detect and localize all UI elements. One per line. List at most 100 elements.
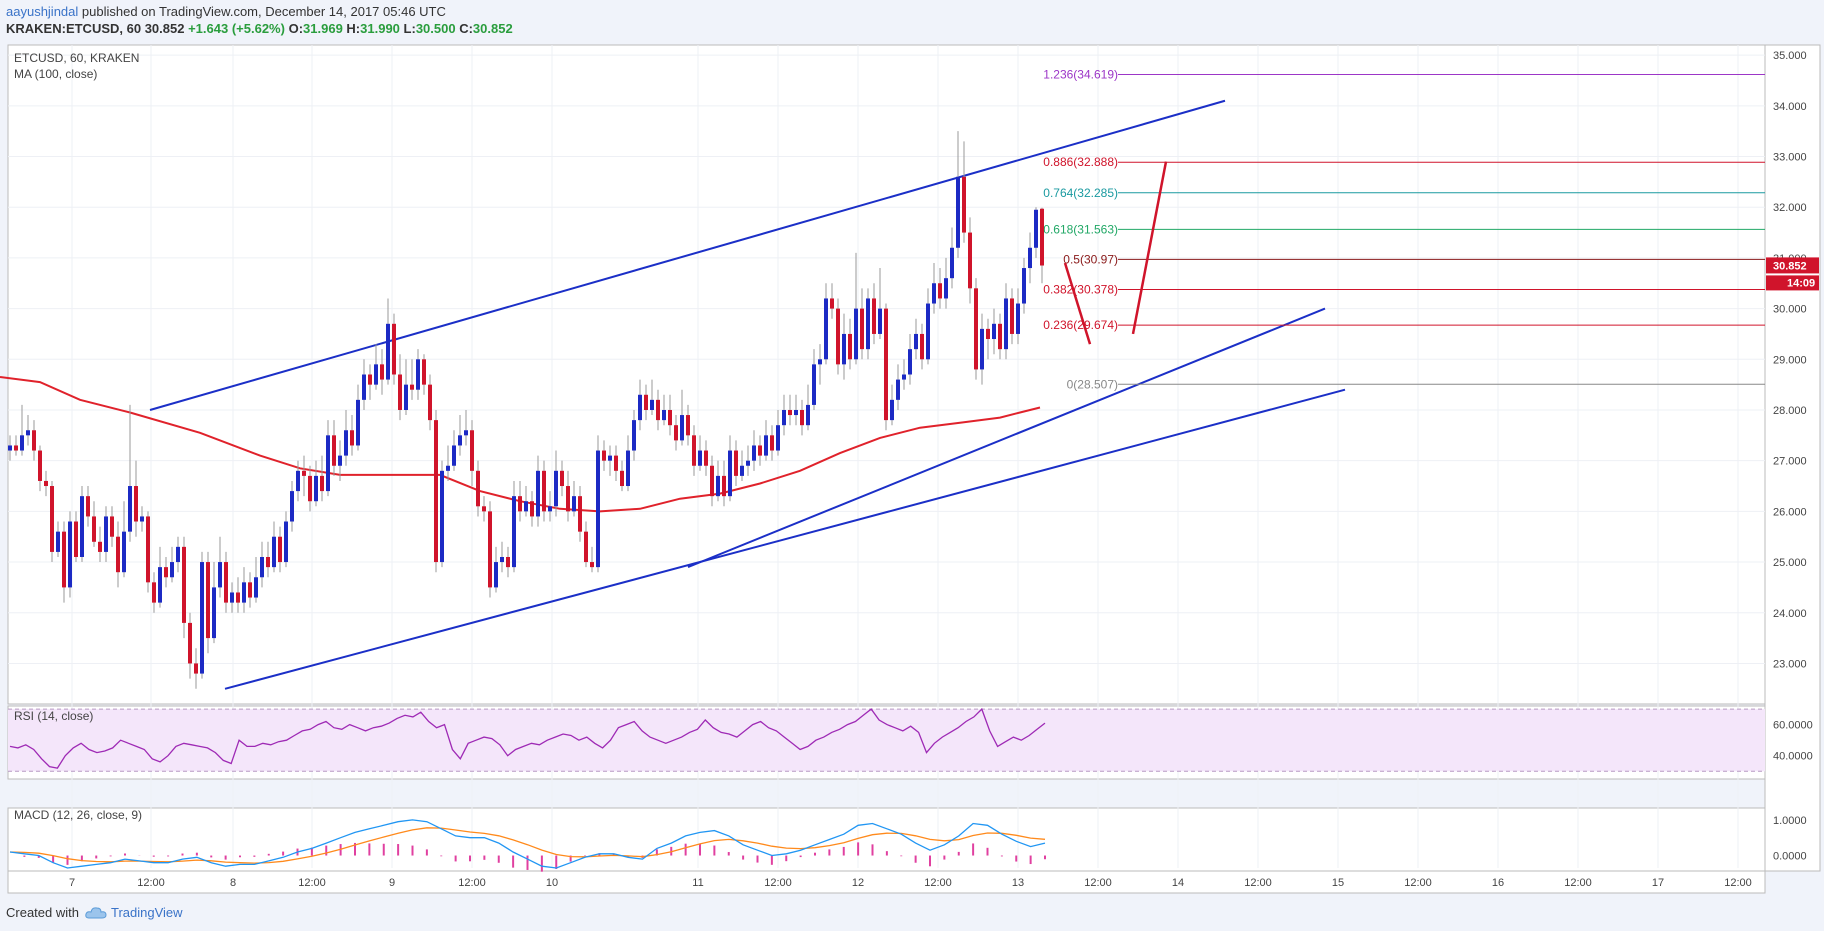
fib-price: 28.507 — [1077, 377, 1114, 391]
price-tick-label: 23.000 — [1773, 658, 1807, 670]
candle-body — [512, 496, 516, 568]
time-tick-label: 9 — [389, 877, 395, 889]
author-link[interactable]: aayushjindal — [6, 4, 79, 19]
candle-body — [230, 592, 234, 603]
cloud-icon — [85, 906, 107, 918]
candle-body — [734, 450, 738, 476]
fib-level-label: 0.5(30.97) — [1063, 252, 1118, 266]
candle-body — [668, 409, 672, 426]
candle-body — [356, 399, 360, 446]
ohlc-header: KRAKEN:ETCUSD, 60 30.852 +1.643 (+5.62%)… — [6, 21, 513, 36]
candle-body — [536, 470, 540, 517]
candle-body — [50, 486, 54, 552]
publish-text: published on TradingView.com, December 1… — [81, 4, 446, 19]
high-value: 31.990 — [360, 21, 400, 36]
candle-body — [632, 420, 636, 451]
fib-level-label: 0.236(29.674) — [1043, 318, 1118, 332]
time-axis — [7, 870, 1766, 894]
candle-body — [92, 516, 96, 542]
time-tick-label: 8 — [230, 877, 236, 889]
fib-close-paren: ) — [1114, 155, 1118, 169]
candle-body — [104, 516, 108, 552]
price-axis — [1764, 44, 1821, 872]
candle-body — [296, 470, 300, 492]
fib-price: 32.888 — [1077, 155, 1114, 169]
candle-body — [62, 531, 66, 588]
candle-body — [218, 562, 222, 588]
price-tick-label: 28.000 — [1773, 405, 1807, 417]
countdown-box — [1766, 275, 1819, 291]
candle-body — [470, 430, 474, 471]
candle-body — [548, 506, 552, 512]
candle-body — [770, 435, 774, 451]
candle-body — [626, 450, 630, 487]
candle-body — [410, 384, 414, 390]
candle-body — [752, 445, 756, 461]
candle-body — [968, 232, 972, 289]
candle-body — [224, 562, 228, 603]
fib-close-paren: ) — [1114, 377, 1118, 391]
candle-body — [272, 536, 276, 568]
trend-line — [224, 388, 1346, 690]
countdown-label: 14:09 — [1787, 277, 1815, 289]
candle-body — [758, 445, 762, 456]
candle-body — [248, 582, 252, 598]
candle-body — [164, 567, 168, 578]
macd-line — [9, 819, 1046, 869]
fib-open-paren: ( — [1073, 155, 1077, 169]
candle-body — [110, 516, 114, 537]
candle-body — [56, 531, 60, 552]
candle-body — [800, 409, 804, 426]
candle-body — [80, 496, 84, 557]
candle-body — [590, 562, 594, 568]
fib-ratio: 0 — [1067, 377, 1074, 391]
price-change: +1.643 (+5.62%) — [188, 21, 285, 36]
candle-body — [374, 364, 378, 385]
candle-body — [152, 582, 156, 603]
candle-body — [434, 420, 438, 563]
fib-price: 31.563 — [1077, 222, 1114, 236]
candle-body — [188, 622, 192, 664]
fib-close-paren: ) — [1114, 252, 1118, 266]
time-tick-label: 13 — [1012, 877, 1024, 889]
candle-body — [236, 592, 240, 603]
tradingview-logo[interactable]: TradingView — [85, 905, 183, 920]
candle-body — [698, 450, 702, 466]
candle-body — [578, 496, 582, 532]
candle-body — [38, 450, 42, 481]
fib-ratio: 0.236 — [1043, 318, 1073, 332]
candle-body — [68, 521, 72, 588]
candle-body — [878, 308, 882, 334]
candle-body — [122, 531, 126, 573]
candle-body — [386, 323, 390, 380]
price-tick-label: 27.000 — [1773, 456, 1807, 468]
candle-body — [476, 470, 480, 507]
candle-body — [674, 425, 678, 441]
candle-body — [170, 562, 174, 578]
fib-level-label: 0(28.507) — [1067, 377, 1118, 391]
fib-close-paren: ) — [1114, 318, 1118, 332]
candle-body — [854, 308, 858, 360]
rsi-band — [8, 709, 1765, 772]
fib-price: 32.285 — [1077, 186, 1114, 200]
candle-body — [146, 516, 150, 583]
candle-body — [194, 663, 198, 674]
trading-chart[interactable]: 35.00034.00033.00032.00031.00030.00029.0… — [0, 40, 1824, 902]
candle-body — [986, 328, 990, 340]
fib-ratio: 0.886 — [1043, 155, 1073, 169]
candle-body — [446, 465, 450, 471]
candle-body — [602, 450, 606, 461]
candle-body — [836, 308, 840, 365]
trend-line — [149, 99, 1226, 411]
candle-body — [530, 501, 534, 517]
candle-body — [842, 333, 846, 365]
candle-body — [422, 359, 426, 385]
candle-body — [560, 470, 564, 487]
candle-body — [662, 409, 666, 421]
candle-body — [542, 470, 546, 512]
candle-body — [926, 303, 930, 360]
candle-body — [596, 450, 600, 568]
fib-open-paren: ( — [1073, 186, 1077, 200]
candle-body — [404, 384, 408, 410]
candle-body — [782, 409, 786, 426]
